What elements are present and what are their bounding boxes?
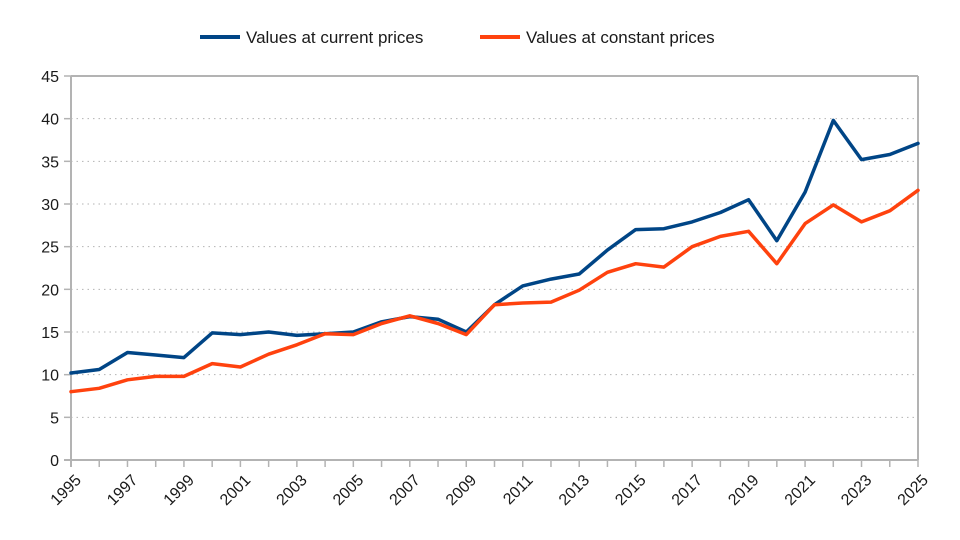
x-tick-label: 2015 bbox=[612, 472, 649, 509]
legend-item-constant-prices: Values at constant prices bbox=[480, 28, 715, 47]
x-tick-label: 2011 bbox=[500, 472, 536, 508]
x-tick-label: 1995 bbox=[48, 472, 85, 509]
x-axis-labels: 1995 1997 1999 2001 2003 2005 2007 2009 2011 2013… bbox=[48, 472, 932, 509]
x-tick-label: 2003 bbox=[274, 472, 311, 509]
x-tick-label: 2017 bbox=[669, 472, 706, 509]
x-tick-label: 2023 bbox=[838, 472, 875, 509]
legend-label-constant-prices: Values at constant prices bbox=[526, 28, 715, 47]
y-tick-label: 40 bbox=[41, 112, 59, 129]
y-axis-labels: 0 5 10 15 20 25 30 35 40 45 bbox=[41, 69, 59, 470]
y-tick-label: 0 bbox=[50, 453, 59, 470]
gridlines bbox=[71, 118, 918, 418]
legend-label-current-prices: Values at current prices bbox=[246, 28, 423, 47]
x-tick-label: 2013 bbox=[556, 472, 593, 509]
x-tick-label: 1999 bbox=[161, 472, 198, 509]
x-tick-label: 2009 bbox=[443, 472, 480, 509]
x-tick-label: 2021 bbox=[782, 472, 819, 509]
x-tick-label: 2019 bbox=[725, 472, 762, 509]
y-tick-label: 20 bbox=[41, 282, 59, 299]
series-lines bbox=[69, 118, 920, 394]
x-tick-label: 2001 bbox=[217, 472, 254, 509]
legend-item-current-prices: Values at current prices bbox=[200, 28, 423, 47]
x-tick-label: 1997 bbox=[104, 472, 141, 509]
x-tick-label: 2007 bbox=[387, 472, 424, 509]
y-tick-label: 45 bbox=[41, 69, 59, 86]
y-tick-label: 5 bbox=[50, 410, 59, 427]
y-tick-label: 35 bbox=[41, 154, 59, 171]
y-tick-label: 10 bbox=[41, 368, 59, 385]
series-line-values-at-constant-prices bbox=[69, 188, 920, 394]
legend: Values at current prices Values at const… bbox=[200, 28, 715, 47]
axes bbox=[64, 75, 919, 467]
x-tick-label: 2025 bbox=[895, 472, 932, 509]
x-tick-label: 2005 bbox=[330, 472, 367, 509]
y-tick-label: 25 bbox=[41, 240, 59, 257]
y-tick-label: 15 bbox=[41, 325, 59, 342]
y-tick-label: 30 bbox=[41, 197, 59, 214]
